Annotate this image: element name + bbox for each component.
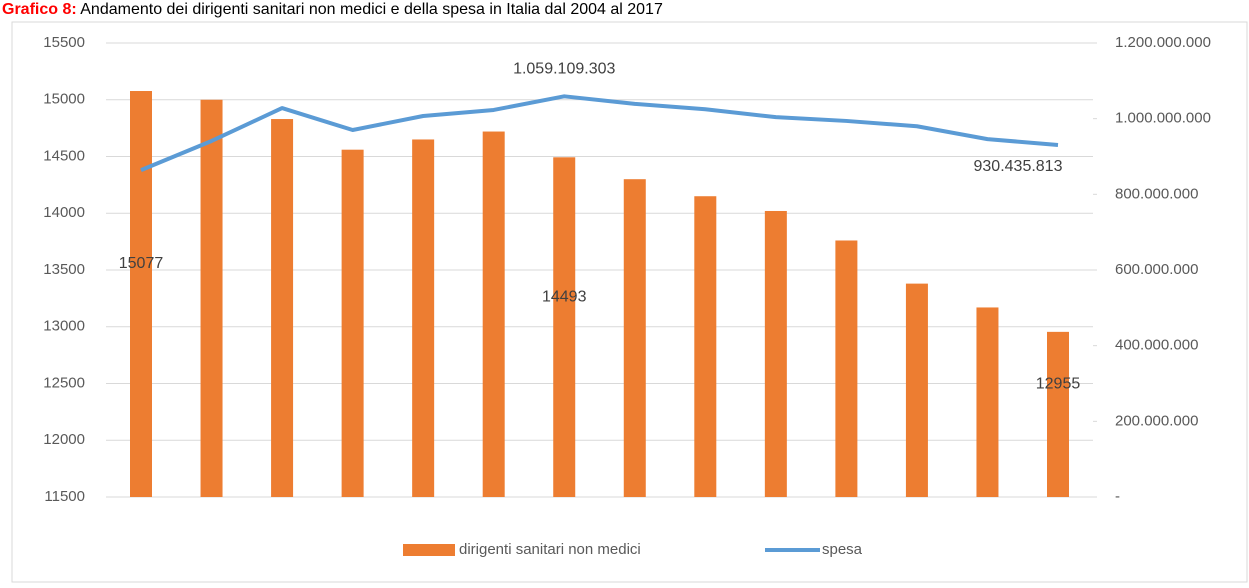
bar (1047, 331, 1069, 497)
data-label: 15077 (119, 255, 164, 272)
y2-tick-label: 200.000.000 (1115, 412, 1198, 429)
line (140, 94, 1059, 172)
bar (623, 179, 646, 497)
y-tick-label: 15000 (43, 91, 85, 108)
y2-tick-label: 400.000.000 (1115, 337, 1198, 354)
bar (271, 119, 294, 498)
data-label: 14493 (542, 288, 587, 305)
y2-tick-label: 600.000.000 (1115, 261, 1198, 278)
bar (482, 131, 505, 497)
y-tick-label: 11500 (44, 488, 85, 505)
bar (905, 283, 928, 497)
title-prefix: Grafico 8: (2, 1, 77, 18)
bar (694, 196, 717, 497)
bar (764, 210, 787, 498)
bar (412, 139, 435, 497)
legend-label: spesa (822, 541, 863, 558)
bar (976, 307, 999, 497)
bar (130, 91, 152, 497)
chart-title: Grafico 8: Andamento dei dirigenti sanit… (2, 1, 663, 18)
y2-tick-label: 1.200.000.000 (1115, 34, 1211, 51)
y-tick-label: 12000 (43, 431, 85, 448)
y-tick-label: 15500 (43, 34, 85, 51)
bar (553, 157, 576, 497)
y-tick-label: 12500 (43, 374, 85, 391)
data-label: 930.435.813 (974, 158, 1063, 175)
legend-label: dirigenti sanitari non medici (459, 541, 641, 558)
bar (835, 240, 858, 498)
y-tick-label: 13000 (43, 318, 85, 335)
y-tick-label: 14000 (43, 204, 85, 221)
bar (200, 99, 223, 497)
y2-tick-label: - (1115, 488, 1120, 505)
y-tick-label: 14500 (43, 147, 85, 164)
y2-tick-label: 800.000.000 (1115, 185, 1198, 202)
data-label: 12955 (1036, 376, 1081, 393)
legend-swatch (403, 544, 455, 556)
title-text: Andamento dei dirigenti sanitari non med… (80, 1, 663, 18)
y2-tick-label: 1.000.000.000 (1115, 110, 1211, 127)
bar (341, 149, 364, 497)
data-label: 1.059.109.303 (513, 61, 615, 78)
y-tick-label: 13500 (43, 261, 85, 278)
